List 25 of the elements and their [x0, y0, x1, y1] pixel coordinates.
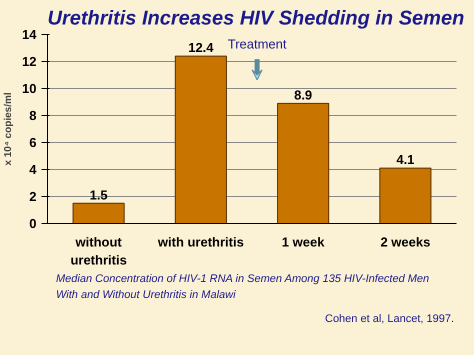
x-tick-label: without urethritis — [70, 234, 127, 268]
bar — [72, 202, 125, 224]
y-tick-label: 14 — [22, 27, 38, 42]
data-label: 12.4 — [188, 40, 214, 56]
bar — [277, 102, 330, 224]
y-tick-label: 0 — [29, 216, 37, 231]
data-label: 8.9 — [294, 87, 312, 102]
y-tick-label: 10 — [22, 81, 37, 96]
y-tick-label: 2 — [29, 189, 37, 204]
bar — [174, 56, 227, 224]
data-label: 4.1 — [396, 152, 414, 168]
y-tick-label: 8 — [29, 108, 37, 123]
annotation: Treatment — [228, 36, 287, 52]
y-tick-label: 4 — [29, 162, 38, 177]
text: Cohen et al, Lancet, 1997. — [325, 312, 454, 328]
text: Median Concentration of HIV-1 RNA in Semen Among 135 HIV-Infected Men With and Without Urethritis in Malawi — [56, 272, 430, 303]
bar — [379, 168, 432, 224]
data-label: 1.5 — [90, 187, 108, 202]
y-tick-label: 12 — [22, 54, 37, 69]
y-axis-title: x 10⁴ copies/ml — [3, 92, 14, 166]
x-tick-label: with urethritis — [156, 234, 244, 250]
x-tick-label: 1 week — [282, 234, 326, 250]
chart-title: Urethritis Increases HIV Shedding in Semen — [48, 8, 464, 30]
x-tick-label: 2 weeks — [380, 234, 430, 250]
y-tick-label: 6 — [29, 135, 37, 150]
